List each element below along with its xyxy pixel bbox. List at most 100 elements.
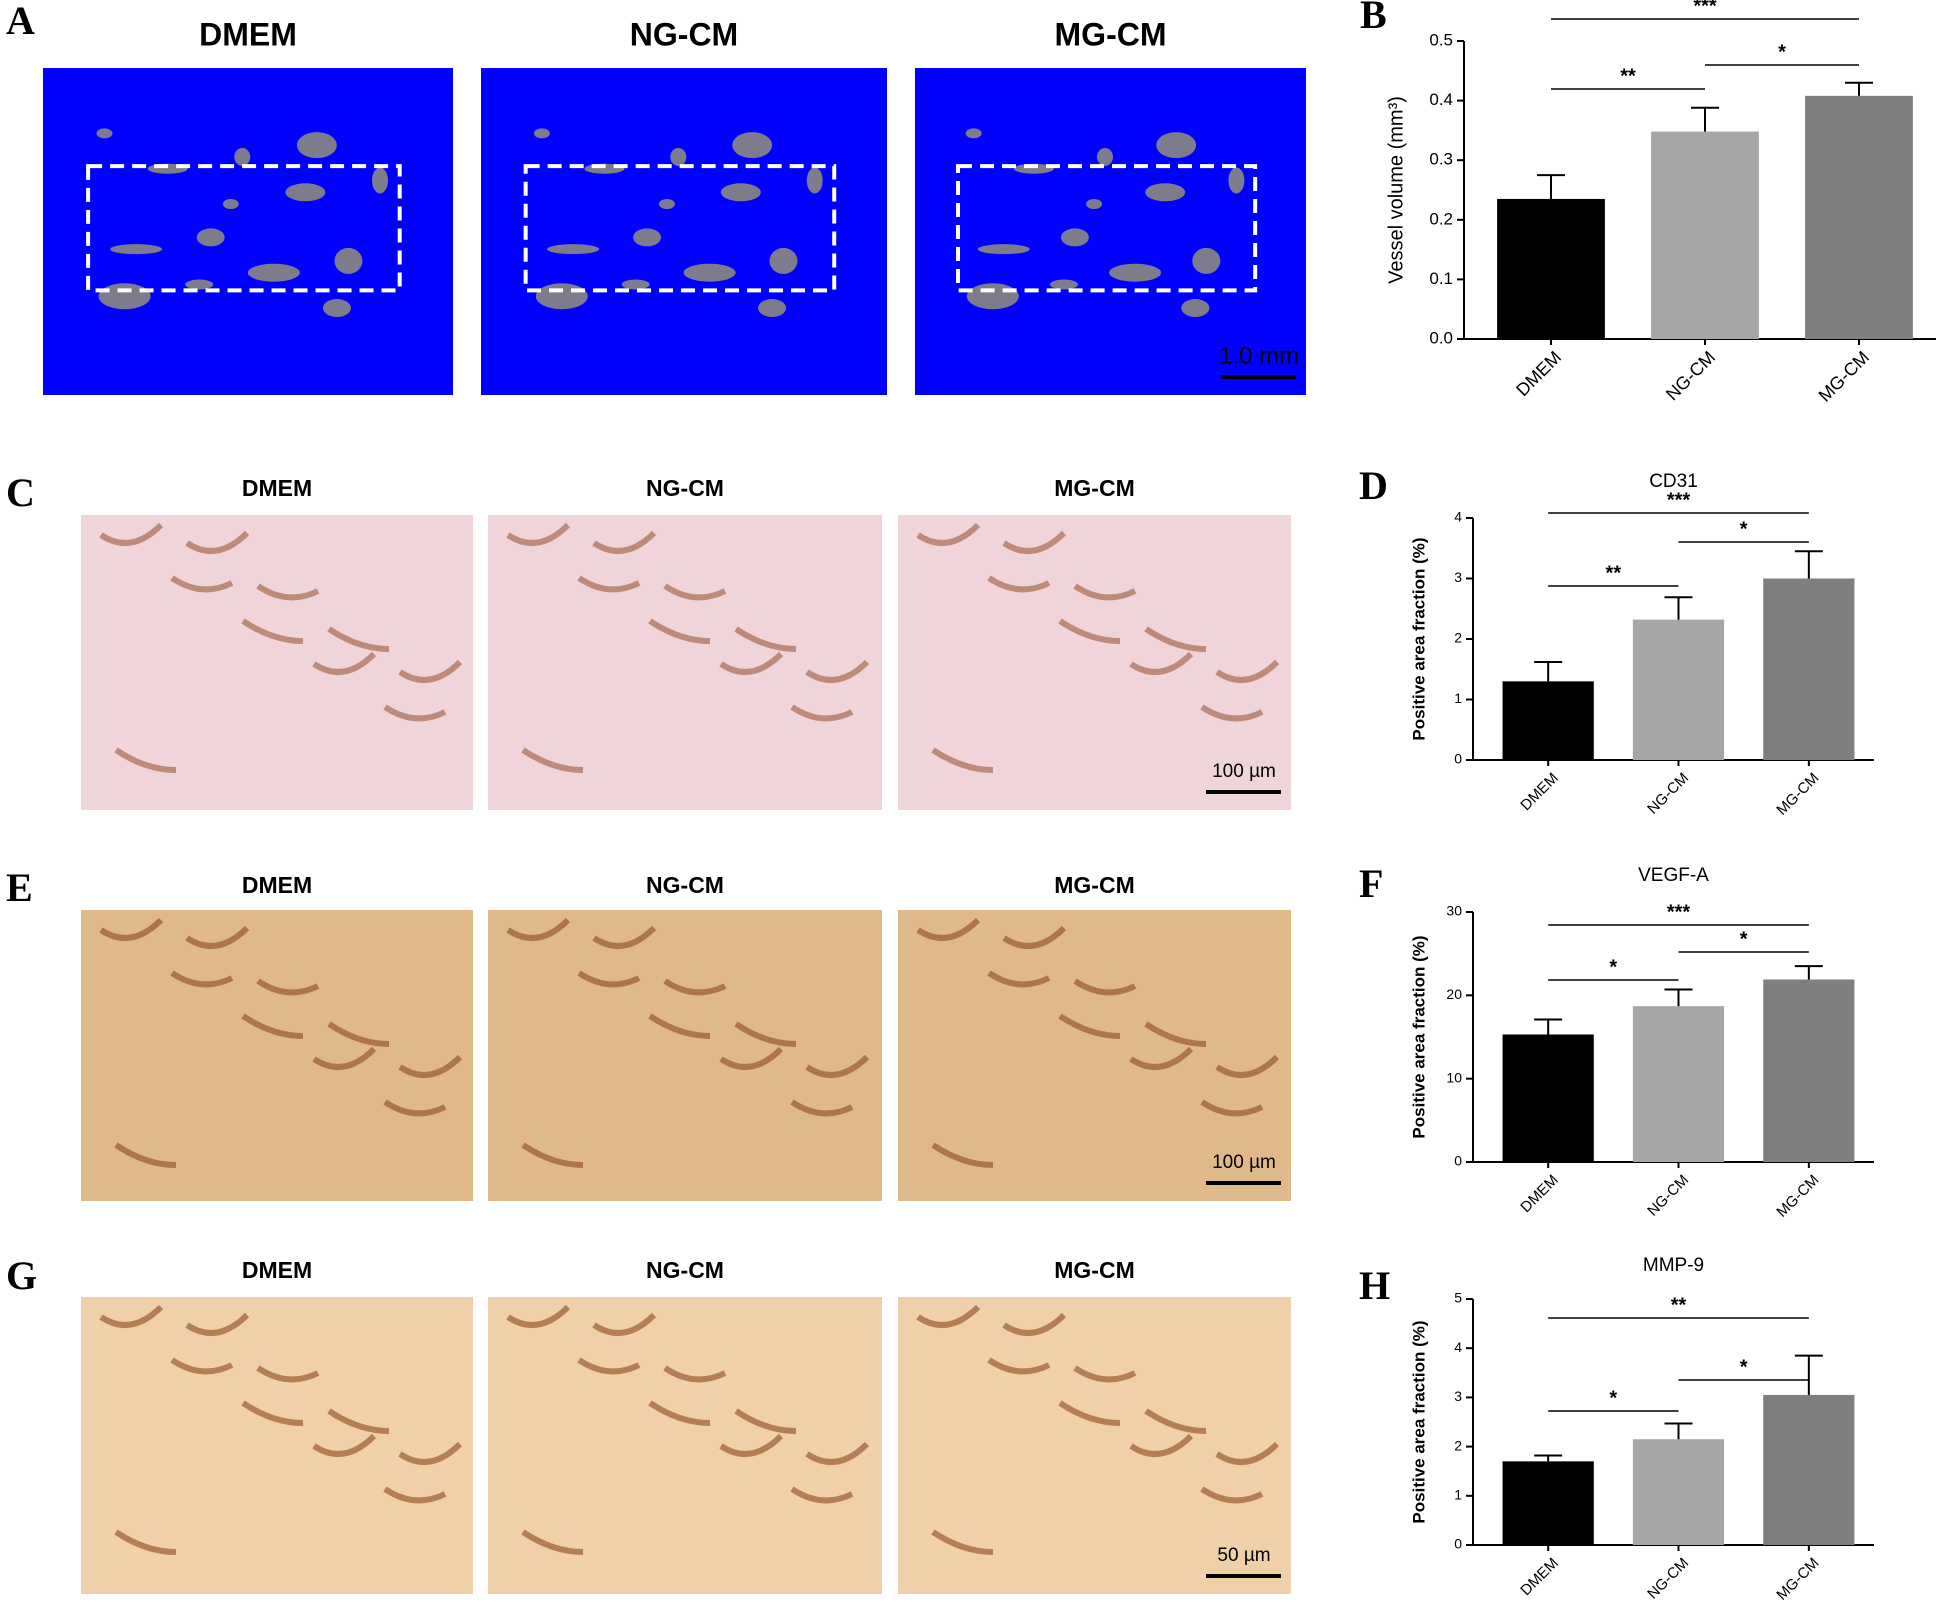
tissue-streak: [1200, 704, 1264, 722]
y-axis-label: Positive area fraction (%): [1409, 1320, 1428, 1523]
tissue-streak: [734, 1021, 797, 1047]
y-tick-label: 0.4: [1429, 90, 1453, 109]
vessel-blob: [758, 299, 787, 318]
vessel-blob: [1086, 199, 1103, 210]
bar: [1632, 1006, 1725, 1162]
tissue-streak: [256, 583, 320, 601]
vessel-blob: [372, 167, 389, 194]
chart-title: CD31: [1649, 471, 1698, 492]
tissue-streak: [398, 1441, 463, 1465]
y-tick-label: 0: [1454, 751, 1462, 767]
y-tick-label: 0.0: [1429, 328, 1453, 347]
roi-box: [523, 164, 837, 293]
tissue-streak: [256, 978, 320, 996]
tissue-streak: [185, 925, 250, 949]
tissue-streak: [383, 1486, 447, 1504]
significance-label: ***: [1667, 901, 1691, 923]
micrograph: [481, 68, 887, 395]
tissue-streak: [805, 659, 870, 683]
tissue-streak: [506, 1304, 571, 1328]
panel-letter: D: [1359, 463, 1388, 508]
vessel-blob: [334, 247, 363, 274]
tissue-streak: [241, 1400, 304, 1426]
column-label: MG-CM: [1055, 16, 1167, 52]
bar: [1502, 1034, 1594, 1162]
y-tick-label: 0: [1454, 1536, 1462, 1552]
tissue-streak: [1002, 530, 1067, 554]
y-axis-label: Vessel volume (mm³): [1385, 96, 1407, 284]
significance-label: ***: [1693, 0, 1717, 17]
vessel-blob: [683, 263, 736, 282]
column-label: MG-CM: [1054, 1257, 1134, 1283]
micrograph: [898, 910, 1291, 1201]
bar: [1763, 979, 1855, 1162]
panel-letter: G: [6, 1253, 37, 1298]
tissue-streak: [114, 1142, 177, 1168]
vessel-blob: [1097, 147, 1114, 166]
column-label: DMEM: [242, 1257, 312, 1283]
vessel-blob: [1181, 299, 1210, 318]
tissue-streak: [648, 1013, 711, 1039]
tissue-streak: [916, 522, 981, 546]
tissue-streak: [170, 575, 234, 593]
tissue-streak: [790, 1486, 854, 1504]
y-tick-label: 3: [1454, 569, 1462, 585]
vessel-blob: [1192, 247, 1221, 274]
panel-letter: H: [1359, 1263, 1390, 1308]
tissue-streak: [663, 1365, 727, 1383]
vessel-blob: [296, 132, 337, 159]
tissue-streak: [1215, 1441, 1280, 1465]
micrograph: [81, 1297, 473, 1594]
tissue-streak: [987, 970, 1051, 988]
tissue-streak: [931, 747, 994, 773]
column-label: DMEM: [242, 475, 312, 501]
significance-label: *: [1778, 41, 1786, 63]
tissue-streak: [521, 1142, 584, 1168]
vessel-blob: [633, 228, 662, 247]
significance-label: *: [1740, 1356, 1748, 1378]
tissue-streak: [327, 1408, 390, 1434]
x-tick-label: DMEM: [1517, 1555, 1561, 1599]
vessel-blob: [1145, 183, 1186, 202]
vessel-blob: [96, 128, 113, 139]
tissue-streak: [719, 651, 784, 675]
tissue-streak: [1144, 626, 1207, 652]
tissue-streak: [790, 704, 854, 722]
micrograph: [488, 1297, 882, 1594]
tissue-streak: [114, 1529, 177, 1555]
y-tick-label: 3: [1454, 1388, 1462, 1404]
x-tick-label: MG-CM: [1773, 770, 1822, 819]
panel-letter: E: [6, 865, 33, 910]
tissue-streak: [398, 659, 463, 683]
tissue-streak: [734, 626, 797, 652]
bar: [1763, 1394, 1855, 1545]
column-label: NG-CM: [630, 16, 738, 52]
tissue-streak: [931, 1142, 994, 1168]
chart-title: VEGF-A: [1638, 865, 1709, 886]
tissue-streak: [1073, 978, 1137, 996]
scale-bar-label: 100 µm: [1212, 1152, 1276, 1173]
bar: [1763, 578, 1855, 760]
bar: [1632, 1439, 1725, 1545]
tissue-streak: [734, 1408, 797, 1434]
tissue-streak: [327, 626, 390, 652]
x-tick-label: MG-CM: [1773, 1555, 1822, 1604]
tissue-streak: [506, 917, 571, 941]
vessel-blob: [806, 167, 823, 194]
x-tick-label: NG-CM: [1662, 347, 1719, 404]
vessel-blob: [1228, 167, 1245, 194]
tissue-streak: [663, 978, 727, 996]
column-label: NG-CM: [646, 1257, 724, 1283]
tissue-streak: [398, 1054, 463, 1078]
tissue-streak: [114, 747, 177, 773]
bar: [1805, 95, 1913, 339]
tissue-streak: [327, 1021, 390, 1047]
tissue-streak: [170, 970, 234, 988]
tissue-streak: [383, 704, 447, 722]
vessel-blob: [769, 247, 798, 274]
tissue-streak: [648, 1400, 711, 1426]
y-tick-label: 0.1: [1429, 269, 1453, 288]
tissue-streak: [648, 618, 711, 644]
column-label: DMEM: [242, 872, 312, 898]
x-tick-label: DMEM: [1517, 1172, 1561, 1216]
